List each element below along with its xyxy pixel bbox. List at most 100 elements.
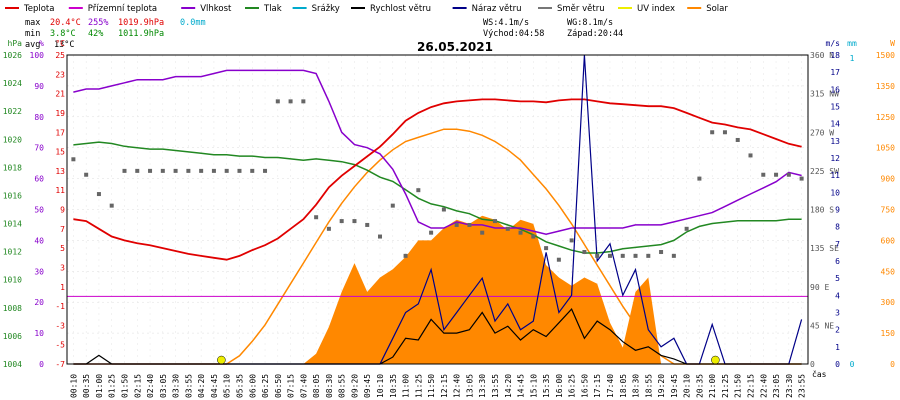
x-tick-label: 06:00	[248, 374, 257, 398]
wind-direction-point	[480, 230, 485, 235]
wind-direction-point	[735, 137, 740, 142]
wind-direction-point	[582, 249, 587, 254]
axis-degc-tick: -7	[55, 360, 65, 369]
axis-hpa-tick: 1004	[3, 360, 22, 369]
axis-pct-tick: 30	[34, 267, 44, 276]
x-tick-label: 20:35	[695, 374, 704, 398]
axis-degc-tick: 25	[55, 51, 65, 60]
wind-direction-point	[416, 188, 421, 193]
wind-direction-point	[224, 168, 229, 173]
axis-hpa-tick: 1010	[3, 276, 22, 285]
axis-hpa-tick: 1022	[3, 107, 22, 116]
wind-direction-point	[659, 249, 664, 254]
wind-direction-point	[646, 253, 651, 258]
axis-hpa-tick: 1016	[3, 191, 22, 200]
x-tick-label: 08:30	[325, 374, 334, 398]
wind-direction-point	[84, 172, 89, 177]
axis-ms-tick: 3	[835, 309, 840, 318]
axis-pct-unit: %	[39, 39, 44, 48]
chart-title: 26.05.2021	[417, 40, 493, 54]
sunrise-marker	[217, 355, 226, 365]
wind-direction-point	[620, 253, 625, 258]
wind-direction-point	[186, 168, 191, 173]
wind-direction-point	[326, 226, 331, 231]
sunset-marker	[711, 355, 720, 365]
axis-pct-tick: 100	[30, 51, 45, 60]
x-tick-label: 02:40	[146, 374, 155, 398]
axis-pct-tick: 70	[34, 144, 44, 153]
axis-degc-tick: -1	[55, 302, 65, 311]
x-tick-label: 03:05	[159, 374, 168, 398]
wind-direction-point	[96, 192, 101, 197]
axis-ms-tick: 5	[835, 274, 840, 283]
series-teplota	[73, 98, 802, 261]
series-vlhkost	[73, 69, 802, 235]
wind-direction-point	[492, 219, 497, 224]
wind-direction-point	[454, 222, 459, 227]
x-tick-label: 12:40	[453, 374, 462, 398]
x-tick-label: 05:35	[235, 374, 244, 398]
axis-ms-unit: m/s	[826, 39, 841, 48]
axis-degc-tick: 23	[55, 70, 65, 79]
stat-min-temp: 3.8°C	[50, 29, 76, 39]
stat-min-label: min	[25, 29, 40, 39]
wind-direction-point	[467, 222, 472, 227]
x-tick-label: 23:55	[798, 374, 807, 398]
x-tick-label: 10:35	[389, 374, 398, 398]
axis-wm2-tick: 1500	[876, 51, 895, 60]
axis-ms-tick: 13	[830, 137, 840, 146]
legend-label: Náraz větru	[472, 4, 522, 14]
wind-direction-point	[531, 234, 536, 239]
wind-direction-point	[288, 99, 293, 104]
stat-max-rain: 0.0mm	[180, 18, 206, 28]
series-solar-area	[73, 215, 802, 364]
axis-wm2-tick: 300	[881, 298, 896, 307]
x-tick-label: 07:40	[299, 374, 308, 398]
axis-degc-tick: 21	[55, 90, 65, 99]
axis-dir-tick: 270 W	[810, 128, 834, 137]
axis-wm2-tick: 1350	[876, 82, 895, 91]
x-tick-label: 18:55	[644, 374, 653, 398]
stat-max-label: max	[25, 18, 40, 28]
axis-degc-tick: -3	[55, 321, 65, 330]
axis-dir-tick: 90 E	[810, 283, 829, 292]
axis-dir-tick: 225 SW	[810, 167, 839, 176]
x-tick-label: 16:25	[568, 374, 577, 398]
axis-dir-tick: 315 NW	[810, 90, 839, 99]
axis-dir-tick: 45 NE	[810, 321, 834, 330]
axis-hpa-tick: 1024	[3, 79, 22, 88]
x-tick-label: 23:05	[772, 374, 781, 398]
x-tick-label: 22:15	[747, 374, 756, 398]
wind-direction-point	[748, 153, 753, 158]
stat-max-press: 1019.9hPa	[118, 18, 164, 28]
x-tick-label: 10:10	[376, 374, 385, 398]
axis-wm2-unit: W	[890, 39, 895, 48]
wind-direction-point	[263, 168, 268, 173]
wind-direction-point	[710, 130, 715, 135]
axis-pct-tick: 10	[34, 329, 44, 338]
x-tick-label: 21:25	[721, 374, 730, 398]
wind-direction-point	[786, 172, 791, 177]
wind-direction-point	[505, 226, 510, 231]
axis-hpa-tick: 1012	[3, 248, 22, 257]
legend-label: Vlhkost	[200, 4, 232, 14]
wind-direction-point	[71, 157, 76, 162]
x-tick-label: 16:50	[580, 374, 589, 398]
axis-degc-tick: 3	[60, 263, 65, 272]
x-tick-label: 06:50	[274, 374, 283, 398]
x-tick-label: 18:30	[632, 374, 641, 398]
wind-info: WS:4.1m/s WG:8.1m/s Východ:04:58 Západ:2…	[483, 18, 623, 39]
legend-label: Tlak	[263, 4, 282, 14]
axis-pct-tick: 60	[34, 175, 44, 184]
x-tick-label: 03:30	[172, 374, 181, 398]
legend: Teplota Přízemní teplota Vlhkost Tlak Srážky…	[5, 4, 728, 14]
axis-mm-tick: 1	[850, 54, 855, 63]
wind-direction-point	[761, 172, 766, 177]
x-tick-label: 19:20	[657, 374, 666, 398]
wind-wg: WG:8.1m/s	[567, 18, 613, 28]
legend-label: Směr větru	[557, 4, 605, 14]
axis-wm2-tick: 0	[890, 360, 895, 369]
axis-ms-tick: 14	[830, 120, 840, 129]
wind-direction-point	[518, 230, 523, 235]
